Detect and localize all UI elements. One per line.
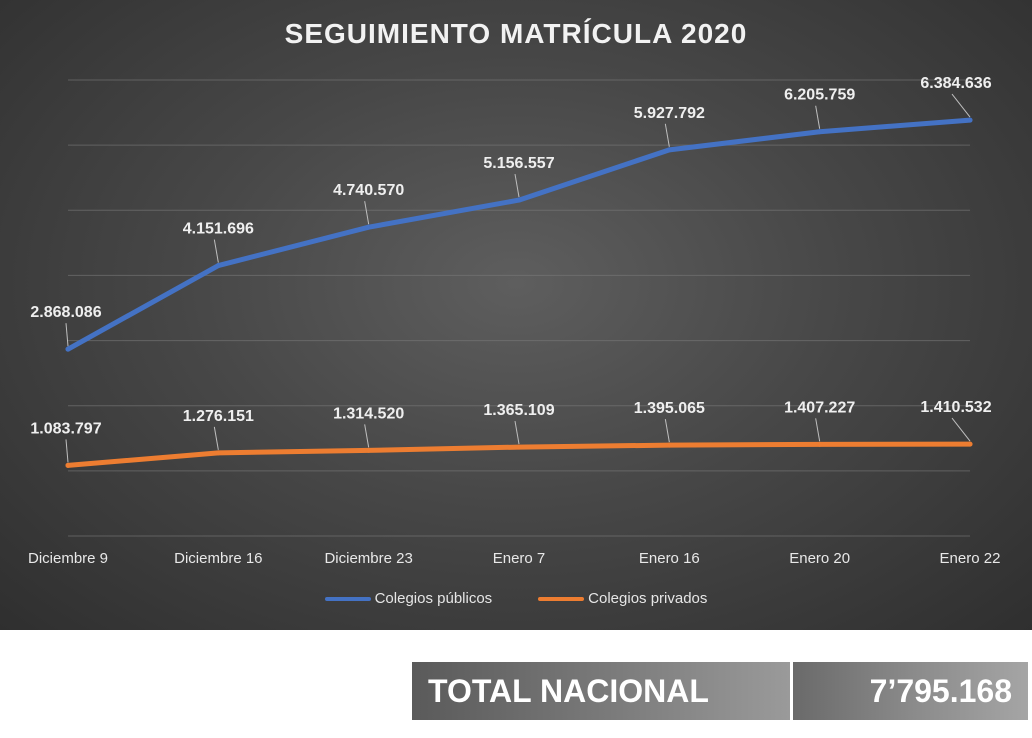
data-label: 4.151.696	[183, 221, 254, 238]
x-tick-label: Enero 20	[789, 550, 850, 567]
total-separator	[790, 662, 793, 720]
data-point	[516, 444, 522, 450]
legend-swatch-publicos	[324, 596, 371, 601]
data-label: 4.740.570	[333, 182, 404, 199]
x-tick-label: Enero 7	[493, 550, 546, 567]
line-chart: Diciembre 9 Diciembre 16 Diciembre 23 Enero…	[28, 75, 1001, 567]
data-point	[817, 441, 823, 447]
total-summary: TOTAL NACIONAL 7’795.168	[412, 662, 1028, 720]
legend-item-publicos: Colegios públicos	[324, 590, 493, 607]
data-label: 1.276.151	[183, 408, 254, 425]
data-label: 6.384.636	[920, 75, 991, 92]
legend-label-publicos: Colegios públicos	[374, 590, 493, 607]
data-point	[215, 263, 221, 269]
data-label: 5.156.557	[483, 155, 554, 172]
chart-title: SEGUIMIENTO MATRÍCULA 2020	[284, 18, 748, 49]
data-point	[366, 224, 372, 230]
data-point	[817, 129, 823, 135]
data-point	[65, 346, 71, 352]
data-label: 1.395.065	[634, 400, 705, 417]
data-point	[967, 441, 973, 447]
chart-panel: SEGUIMIENTO MATRÍCULA 2020 Diciembre 9 Di…	[0, 0, 1032, 630]
x-tick-label: Diciembre 23	[324, 550, 412, 567]
data-label-leader	[514, 420, 520, 445]
x-tick-label: Enero 22	[940, 550, 1001, 567]
data-label: 6.205.759	[784, 87, 855, 104]
data-label: 5.927.792	[634, 105, 705, 122]
data-label-leader	[514, 174, 520, 198]
x-tick-label: Enero 16	[639, 550, 700, 567]
data-point	[967, 117, 973, 123]
legend-item-privados: Colegios privados	[538, 590, 707, 607]
data-label-leader	[815, 418, 821, 442]
data-label: 1.407.227	[784, 399, 855, 416]
data-label: 1.083.797	[30, 420, 101, 437]
data-label-leader	[664, 419, 670, 443]
data-label-leader	[815, 105, 821, 129]
data-label-leader	[65, 323, 69, 347]
total-label: TOTAL NACIONAL	[412, 662, 790, 720]
data-label-leader	[364, 201, 370, 225]
data-label-leader	[364, 424, 370, 448]
data-point	[666, 442, 672, 448]
data-point	[366, 447, 372, 453]
data-label-leader	[65, 439, 69, 463]
data-point	[516, 197, 522, 203]
legend-label-privados: Colegios privados	[588, 590, 708, 607]
data-label: 1.314.520	[333, 405, 404, 422]
data-label: 2.868.086	[30, 304, 101, 321]
data-label-leader	[213, 239, 219, 263]
total-value: 7’795.168	[793, 662, 1028, 720]
x-tick-label: Diciembre 9	[28, 550, 108, 567]
data-label-leader	[951, 417, 971, 442]
data-point	[215, 450, 221, 456]
data-label: 1.410.532	[920, 399, 991, 416]
data-label: 1.365.109	[483, 402, 554, 419]
chart-legend: Colegios públicos Colegios privados	[0, 590, 1032, 607]
legend-swatch-privados	[538, 596, 585, 601]
data-label-leader	[213, 426, 219, 450]
data-point	[65, 462, 71, 468]
data-point	[666, 147, 672, 153]
data-label-leader	[664, 123, 670, 147]
x-tick-label: Diciembre 16	[174, 550, 262, 567]
data-label-leader	[951, 93, 971, 118]
